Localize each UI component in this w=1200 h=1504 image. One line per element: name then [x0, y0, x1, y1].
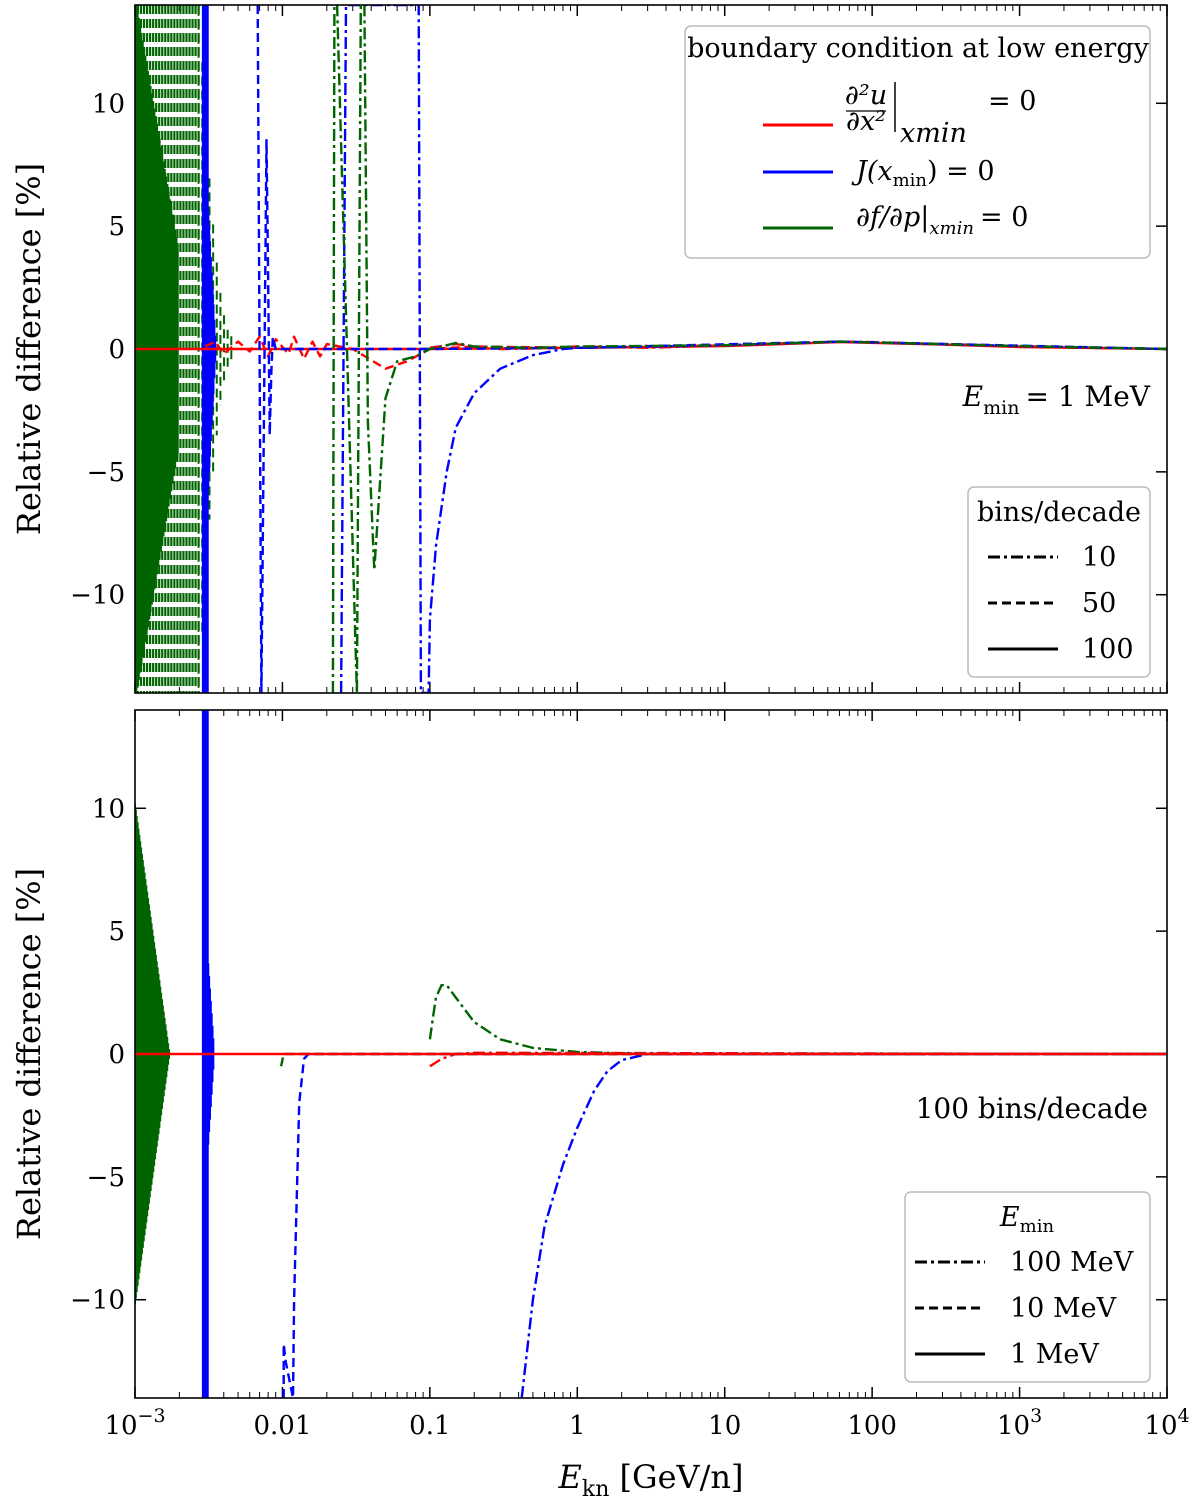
- legend-red-rhs: = 0: [988, 86, 1036, 117]
- x-tick-label: 104: [1144, 1405, 1189, 1441]
- legend-red-subscript: xmin: [900, 118, 967, 149]
- legend-red-denominator: ∂x²: [846, 106, 886, 137]
- top-plot-frame: [134, 4, 1168, 694]
- y-tick-label: 10: [92, 794, 125, 824]
- series-blue-50-bins-decade: [256, 5, 1167, 693]
- x-axis-label: Ekn [GeV/n]: [558, 1458, 744, 1502]
- top-y-tick-labels: −10 −5 0 5 10: [70, 89, 125, 610]
- legend-title: boundary condition at low energy: [687, 33, 1149, 64]
- y-tick-label: −5: [87, 1163, 125, 1193]
- x-tick-label: 1: [569, 1411, 586, 1441]
- series-blue-100-mev: [520, 1052, 1167, 1398]
- y-tick-label: −10: [70, 581, 125, 611]
- series-green-100-mev: [428, 984, 1167, 1056]
- legend-label-100: 100: [1082, 634, 1134, 665]
- legend-label-red: ∂²u ∂x² xmin = 0: [845, 80, 1036, 149]
- legend-label-50: 50: [1082, 588, 1116, 619]
- y-tick-label: 0: [108, 335, 125, 365]
- bottom-ticks: [134, 710, 1168, 1398]
- legend-label-green: ∂f/∂p|xmin = 0: [856, 202, 1028, 239]
- top-annotation-emin: Emin = 1 MeV: [962, 380, 1151, 419]
- legend-label-10: 10: [1082, 542, 1116, 573]
- top-legend-boundary-condition: boundary condition at low energy ∂²u ∂x²…: [684, 25, 1151, 259]
- legend-label-100mev: 100 MeV: [1010, 1247, 1134, 1278]
- series-green-10-bins-decade: [331, 5, 1167, 693]
- y-tick-label: −10: [70, 1286, 125, 1316]
- bottom-panel: −10 −5 0 5 10 10−3 0.01 0.1 1 10 100 103 104 Relati…: [10, 709, 1190, 1502]
- bottom-plot-frame: [134, 709, 1168, 1399]
- top-y-axis-label: Relative difference [%]: [10, 163, 48, 535]
- x-tick-label: 0.01: [253, 1411, 311, 1441]
- legend-label-blue: J(xmin) = 0: [851, 156, 995, 191]
- x-tick-label: 103: [997, 1405, 1042, 1441]
- legend-frame: [904, 1191, 1151, 1383]
- legend-label-10mev: 10 MeV: [1010, 1293, 1117, 1324]
- x-tick-label: 10−3: [104, 1405, 165, 1441]
- x-tick-label: 0.1: [409, 1411, 450, 1441]
- y-tick-label: 10: [92, 89, 125, 119]
- y-tick-label: 5: [108, 212, 125, 242]
- x-tick-label: 10: [708, 1411, 741, 1441]
- y-tick-label: −5: [87, 458, 125, 488]
- series-green-10-mev: [279, 1052, 1167, 1067]
- bottom-annotation: 100 bins/decade: [916, 1092, 1148, 1125]
- y-tick-label: 5: [108, 917, 125, 947]
- bottom-x-tick-labels: 10−3 0.01 0.1 1 10 100 103 104: [104, 1405, 1189, 1441]
- bottom-legend-emin: Emin 100 MeV 10 MeV 1 MeV: [904, 1191, 1151, 1383]
- bottom-y-tick-labels: −10 −5 0 5 10: [70, 794, 125, 1315]
- bottom-series-lines: [135, 984, 1167, 1398]
- y-tick-label: 0: [108, 1040, 125, 1070]
- legend-frame: [684, 25, 1151, 259]
- legend-red-numerator: ∂²u: [845, 80, 887, 111]
- top-oscillation-marks: [135, 5, 233, 693]
- series-red-50-bins-decade: [204, 335, 1167, 370]
- legend-title: bins/decade: [977, 497, 1141, 528]
- bottom-y-axis-label: Relative difference [%]: [10, 868, 48, 1240]
- legend-label-1mev: 1 MeV: [1010, 1339, 1099, 1370]
- legend-frame: [967, 486, 1151, 678]
- series-blue-10-mev: [282, 1052, 1167, 1398]
- top-panel: −10 −5 0 5 10 Relative difference [%] Emin = …: [10, 4, 1168, 694]
- top-series-lines: [135, 5, 1167, 693]
- top-legend-bins-decade: bins/decade 10 50 100: [967, 486, 1151, 678]
- x-tick-label: 100: [847, 1411, 897, 1441]
- legend-title: Emin: [999, 1202, 1055, 1237]
